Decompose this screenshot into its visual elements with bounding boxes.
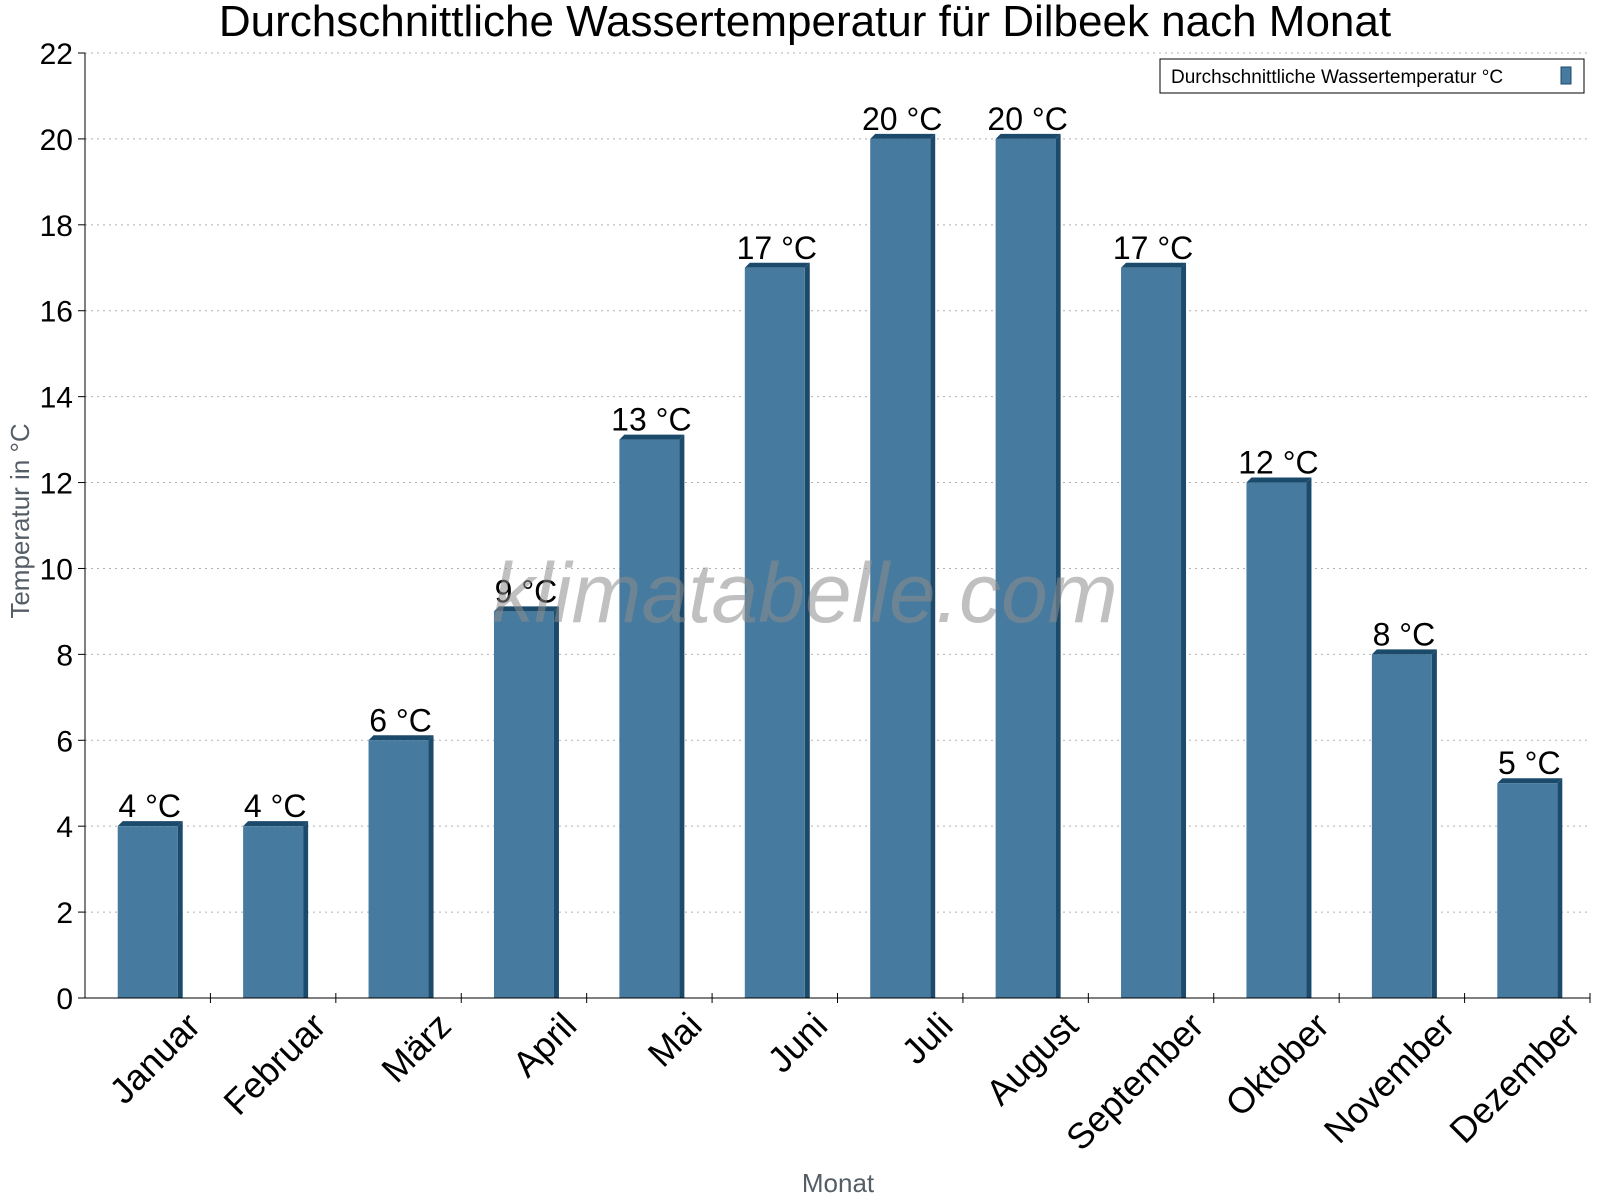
y-tick-label: 18 <box>40 210 73 243</box>
x-tick-label: Dezember <box>1441 1005 1587 1151</box>
y-axis-title: Temperatur in °C <box>5 423 35 618</box>
y-tick-label: 6 <box>56 725 73 758</box>
x-axis-ticks: Januar Februar März April Mai Juni Juli AugustS… <box>101 993 1591 1159</box>
bar-side <box>553 606 559 998</box>
data-label: 6 °C <box>369 702 432 738</box>
data-label: 8 °C <box>1373 616 1436 652</box>
bar-top <box>1497 778 1563 784</box>
data-label: 5 °C <box>1498 745 1561 781</box>
watermark: klimatabelle.com <box>492 546 1118 640</box>
data-label: 17 °C <box>1113 230 1193 266</box>
bar <box>117 821 183 998</box>
bar-side <box>679 434 685 998</box>
bar-side <box>1306 477 1312 999</box>
bar-top <box>870 133 936 139</box>
bar-top <box>995 133 1061 139</box>
bar-front <box>1246 482 1307 999</box>
x-tick-label: September <box>1058 1005 1212 1159</box>
bar <box>243 821 309 998</box>
data-label: 13 °C <box>611 402 691 438</box>
legend-label: Durchschnittliche Wassertemperatur °C <box>1171 67 1503 88</box>
bar-side <box>804 262 810 999</box>
x-tick-label: Mai <box>640 1005 710 1075</box>
legend: Durchschnittliche Wassertemperatur °C <box>1159 58 1585 94</box>
bar-front <box>243 826 304 998</box>
gridlines <box>85 52 1590 913</box>
bar-side <box>177 821 183 998</box>
y-tick-label: 20 <box>40 124 73 157</box>
bar <box>493 606 559 998</box>
bar-front <box>1371 654 1432 998</box>
x-tick-label: Oktober <box>1217 1005 1337 1125</box>
bar-front <box>870 138 931 999</box>
x-tick-label: November <box>1316 1005 1462 1151</box>
bar-top <box>117 821 183 827</box>
y-tick-label: 10 <box>40 553 73 586</box>
bar-top <box>243 821 309 827</box>
bar <box>744 262 810 999</box>
y-tick-label: 14 <box>40 382 73 415</box>
x-tick-label: Juni <box>759 1005 835 1081</box>
bar-side <box>1055 133 1061 999</box>
y-tick-label: 22 <box>40 38 73 71</box>
data-label: 20 °C <box>862 101 942 137</box>
x-tick-label: Juli <box>893 1005 960 1072</box>
bar-front <box>995 138 1056 999</box>
y-axis-ticks: 0 2 4 6 8 10 12 14 16 18 20 22 <box>40 38 85 1016</box>
bar-front <box>619 439 680 998</box>
y-tick-label: 16 <box>40 296 73 329</box>
y-tick-label: 12 <box>40 468 73 501</box>
data-label: 12 °C <box>1238 445 1318 481</box>
bar <box>870 133 936 999</box>
bar-top <box>1246 477 1312 483</box>
data-label: 9 °C <box>495 573 558 609</box>
x-tick-label: August <box>978 1005 1086 1113</box>
chart-title: Durchschnittliche Wassertemperatur für D… <box>219 0 1391 46</box>
bar-side <box>428 735 434 998</box>
data-label: 4 °C <box>118 788 181 824</box>
y-tick-label: 2 <box>56 897 73 930</box>
bar-side <box>930 133 936 999</box>
bar <box>1371 649 1437 998</box>
bar-side <box>1431 649 1437 998</box>
bar <box>368 735 434 998</box>
bar-side <box>1557 778 1563 998</box>
bar <box>1497 778 1563 998</box>
axes <box>84 53 1590 999</box>
bar <box>1121 262 1187 999</box>
bar-side <box>303 821 309 998</box>
data-label: 4 °C <box>244 788 307 824</box>
bar <box>619 434 685 998</box>
data-label: 17 °C <box>737 230 817 266</box>
bar-top <box>368 735 434 741</box>
x-tick-label: April <box>504 1005 584 1085</box>
bar-front <box>493 611 554 998</box>
legend-box <box>1159 58 1585 94</box>
bar-top <box>1371 649 1437 655</box>
y-tick-label: 8 <box>56 639 73 672</box>
bar-top <box>619 434 685 440</box>
bar-top <box>1121 262 1187 268</box>
bar-front <box>1497 783 1558 998</box>
bar-front <box>117 826 178 998</box>
x-tick-label: März <box>373 1005 459 1091</box>
legend-swatch <box>1560 66 1572 85</box>
bar-front <box>368 740 429 998</box>
bar-side <box>1181 262 1187 999</box>
x-tick-label: Februar <box>215 1005 333 1123</box>
x-tick-label: Januar <box>101 1005 208 1112</box>
bar <box>995 133 1061 999</box>
data-labels: 4 °C 4 °C 6 °C 9 °C 13 °C 17 °C 20 °C 20 °C 17 °… <box>118 101 1560 824</box>
x-axis-title: Monat <box>802 1168 875 1198</box>
data-label: 20 °C <box>987 101 1067 137</box>
y-tick-label: 4 <box>56 811 73 844</box>
bar <box>1246 477 1312 999</box>
bars <box>117 133 1563 999</box>
y-tick-label: 0 <box>56 983 73 1016</box>
bar-top <box>744 262 810 268</box>
bar-front <box>744 267 805 999</box>
bar-front <box>1121 267 1182 999</box>
bar-top <box>493 606 559 612</box>
